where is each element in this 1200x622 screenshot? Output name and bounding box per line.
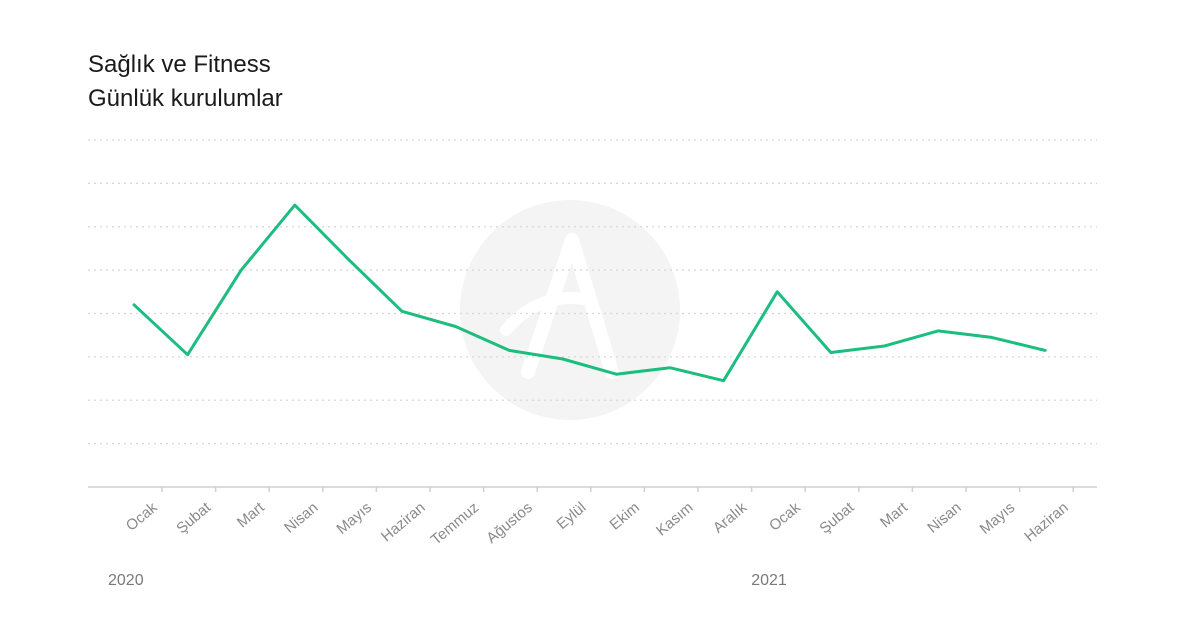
chart-title: Sağlık ve Fitness [88,51,271,78]
x-axis [88,486,1097,492]
x-tick-label: Mayıs [333,499,375,538]
x-tick-label: Şubat [173,499,215,538]
x-tick-label: Haziran [1021,499,1072,545]
year-labels: 2020 2021 [108,572,787,589]
x-tick-labels: Ocak Şubat Mart Nisan Mayıs Haziran Temmuz Ağus… [123,499,1072,549]
year-label-2020: 2020 [108,572,144,589]
x-tick-label: Ocak [766,499,804,535]
x-tick-label: Nisan [281,499,321,537]
series-line-1 [132,203,1047,383]
x-tick-label: Mart [877,499,912,532]
x-tick-label: Nisan [924,499,964,537]
x-tick-label: Temmuz [428,499,482,548]
x-tick-label: Ocak [123,499,161,535]
chart-subtitle: Günlük kurulumlar [88,85,283,112]
x-tick-label: Eylül [554,499,590,533]
x-tick-label: Ekim [607,499,643,533]
year-label-2021: 2021 [751,572,787,589]
x-tick-label: Kasım [653,499,696,539]
x-tick-label: Haziran [378,499,429,545]
x-tick-label: Mayıs [977,499,1019,538]
x-tick-label: Ağustos [483,499,535,547]
x-tick-label: Mart [234,499,269,532]
x-tick-label: Aralık [710,499,751,537]
chart-title-block: Sağlık ve Fitness Günlük kurulumlar [88,48,283,116]
watermark-logo [460,200,680,420]
grid-lines [88,139,1097,445]
series-group [132,203,1047,383]
x-tick-label: Şubat [816,499,858,538]
